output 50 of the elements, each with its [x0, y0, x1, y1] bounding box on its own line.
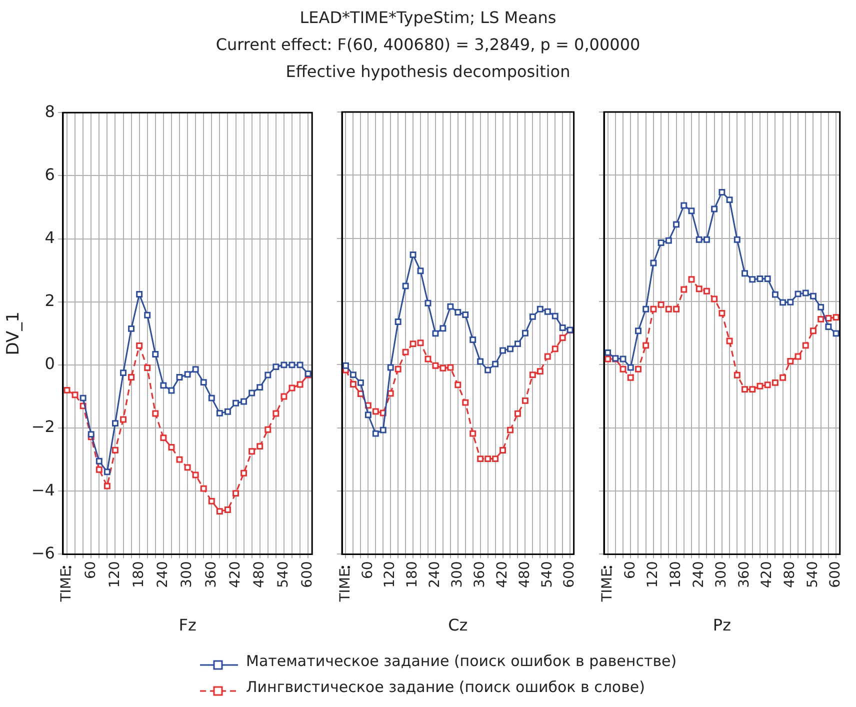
x-tick-label: 360 — [736, 561, 752, 588]
x-tick-label: 180 — [404, 561, 421, 588]
x-tick-label: 420 — [227, 561, 244, 588]
x-tick-label: 60 — [82, 561, 99, 580]
y-tick-label: −4 — [31, 480, 55, 500]
chart-title: LEAD*TIME*TypeStim; LS Means — [298, 7, 558, 29]
x-axis-title: Pz — [712, 616, 731, 635]
x-tick-label: TIME — [337, 561, 354, 603]
x-tick-label: 180 — [668, 561, 684, 588]
y-tick-label: 8 — [44, 102, 55, 121]
x-tick-label: 120 — [382, 561, 398, 588]
x-tick-label: 60 — [360, 561, 376, 580]
x-axis-title: Fz — [178, 616, 196, 635]
x-tick-label: 300 — [179, 561, 196, 588]
y-tick-label: −6 — [31, 543, 55, 562]
x-tick-label: 420 — [494, 561, 510, 588]
x-axis-title: Cz — [448, 616, 468, 635]
x-tick-label: 120 — [645, 561, 662, 588]
x-tick-label: 540 — [276, 561, 292, 588]
text: Effective hypothesis decomposition — [284, 61, 572, 83]
legend-label: Математическое задание (поиск ошибок в равенстве) — [246, 651, 677, 672]
x-tick-label: 600 — [828, 561, 844, 588]
y-tick-label: 0 — [44, 354, 55, 374]
y-tick-label: 2 — [44, 291, 55, 310]
x-tick-label: 360 — [203, 561, 220, 588]
x-tick-label: 480 — [252, 561, 268, 588]
chart-subtitle: Current effect: F(60, 400680) = 3,2849, p = 0,00000 — [214, 34, 642, 56]
x-tick-label: 120 — [106, 561, 123, 588]
x-tick-label: 480 — [516, 561, 533, 588]
legend-label: Лингвистическое задание (поиск ошибок в слове) — [246, 677, 646, 698]
x-tick-label: 540 — [804, 561, 821, 588]
y-tick-label: 6 — [44, 164, 55, 184]
x-tick-label: 300 — [450, 561, 466, 588]
x-tick-label: 600 — [300, 561, 316, 588]
y-tick-label: 4 — [44, 228, 55, 247]
y-tick-label: −2 — [31, 417, 55, 436]
x-tick-label: 420 — [759, 561, 776, 588]
x-tick-label: 360 — [472, 561, 488, 588]
x-tick-label: 600 — [562, 561, 578, 588]
x-tick-label: 180 — [130, 561, 147, 588]
x-tick-label: 60 — [622, 561, 638, 580]
x-tick-label: TIME — [58, 561, 75, 603]
x-tick-label: TIME — [599, 561, 616, 603]
x-tick-label: 480 — [782, 561, 798, 588]
x-tick-label: 540 — [539, 561, 556, 588]
y-axis-title: DV_1 — [4, 312, 24, 356]
x-tick-label: 300 — [714, 561, 730, 588]
x-tick-label: 240 — [155, 561, 172, 588]
x-tick-label: 240 — [690, 561, 707, 588]
x-tick-label: 240 — [427, 561, 444, 588]
